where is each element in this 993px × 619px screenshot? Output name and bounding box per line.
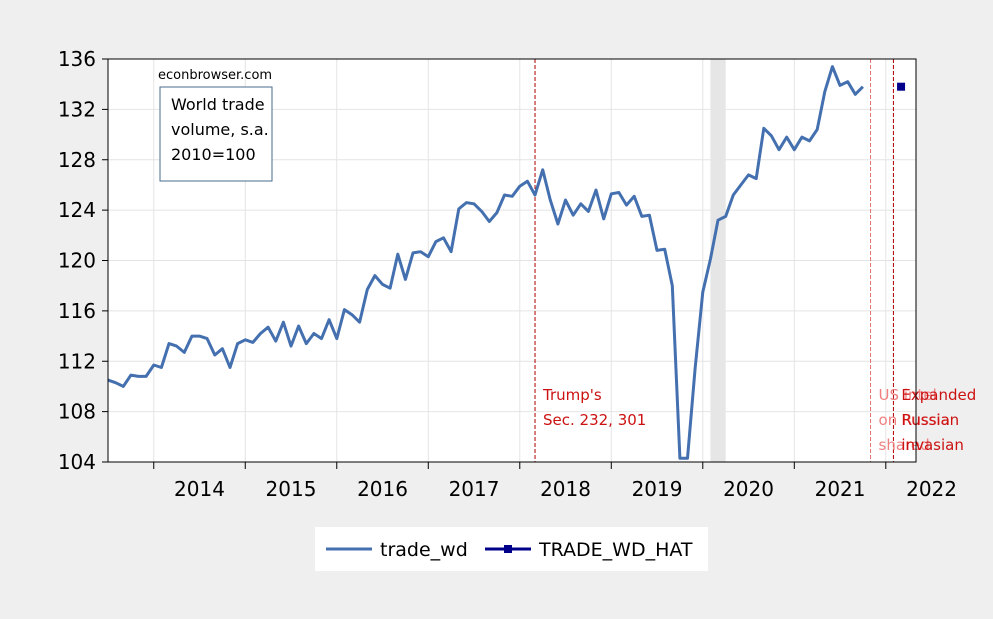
source-label: econbrowser.com: [158, 68, 272, 83]
y-tick-label: 128: [58, 148, 96, 172]
y-tick-label: 116: [58, 299, 96, 323]
y-tick-label: 104: [58, 450, 96, 474]
series-trade_wd_hat-point: [897, 82, 906, 91]
legend-marker-trade_wd_hat: [504, 545, 512, 553]
y-tick-label: 112: [58, 349, 96, 373]
x-tick-label: 2019: [632, 477, 683, 501]
annotation-3-line-1: Expanded: [901, 386, 976, 404]
annotation-1-line-1: Trump's: [542, 386, 602, 404]
y-axis: 104 108 112 116 120 124 128 132 136: [58, 47, 108, 474]
x-tick-label: 2015: [266, 477, 317, 501]
recession-shade: [710, 59, 726, 462]
legend-label-trade_wd_hat: TRADE_WD_HAT: [538, 539, 693, 561]
x-tick-label: 2018: [540, 477, 591, 501]
annotation-2-line-3: shared: [879, 436, 930, 454]
title-box: [159, 86, 273, 182]
title-line-1: World trade: [171, 95, 265, 114]
title-line-3: 2010=100: [171, 145, 256, 164]
y-tick-label: 108: [58, 400, 96, 424]
y-tick-label: 124: [58, 198, 96, 222]
x-tick-label: 2017: [449, 477, 500, 501]
annotation-3-line-3: invasian: [901, 436, 963, 454]
annotation-3-line-2: Russian: [901, 411, 959, 429]
x-tick-label: 2022: [906, 477, 957, 501]
series-layer: [107, 65, 906, 460]
annotation-1-line-2: Sec. 232, 301: [543, 411, 646, 429]
event-lines: [534, 59, 894, 462]
recession-layer: [710, 59, 726, 462]
y-tick-label: 120: [58, 249, 96, 273]
annotation-2-line-2: on Russia: [879, 411, 951, 429]
y-tick-label: 136: [58, 47, 96, 71]
title-line-2: volume, s.a.: [171, 120, 269, 139]
x-tick-label: 2014: [174, 477, 225, 501]
y-tick-label: 132: [58, 97, 96, 121]
series-trade_wd-line: [107, 65, 864, 460]
x-tick-label: 2021: [815, 477, 866, 501]
x-tick-label: 2016: [357, 477, 408, 501]
x-tick-label: 2020: [723, 477, 774, 501]
annotation-2-line-1: US intel: [879, 386, 937, 404]
legend: trade_wd TRADE_WD_HAT: [315, 527, 708, 571]
legend-label-trade_wd: trade_wd: [380, 539, 468, 561]
x-axis: 2014 2015 2016 2017 2018 2019 2020 2021 2022: [153, 462, 957, 501]
